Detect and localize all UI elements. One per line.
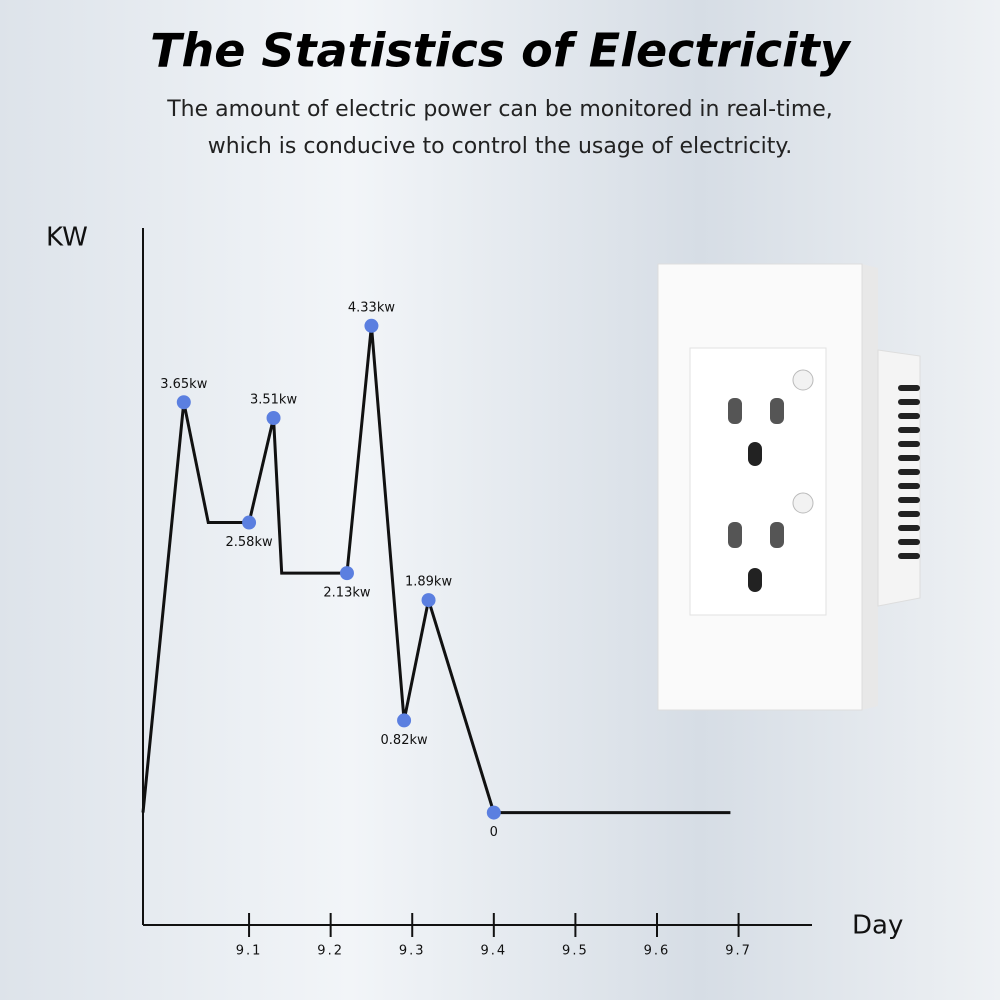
y-axis-label: KW [46,223,88,253]
value-label: 3.51kw [250,392,297,407]
point [486,805,501,820]
value-label: 4.33kw [348,300,395,315]
value-label: 0 [490,825,498,840]
value-label: 1.89kw [405,575,452,590]
x-tick-label: 9.1 [236,944,263,959]
point [339,566,354,581]
point [421,593,436,608]
x-tick-label: 9.4 [480,944,507,959]
title: The Statistics of Electricity [150,24,852,78]
value-label: 2.58kw [226,535,273,550]
point [266,410,281,425]
x-tick-label: 9.3 [399,944,426,959]
socket [657,263,921,711]
value-label: 0.82kw [381,733,428,748]
point [176,395,191,410]
point [364,318,379,333]
point [242,515,257,530]
point [397,713,412,728]
x-tick-label: 9.7 [725,944,752,959]
x-tick-label: 9.5 [562,944,589,959]
x-axis-label: Day [852,911,903,941]
subtitle: The amount of electric power can be moni… [166,97,833,122]
x-tick-label: 9.6 [644,944,671,959]
value-label: 3.65kw [160,377,207,392]
x-tick-label: 9.2 [317,944,344,959]
subtitle: which is conducive to control the usage … [208,134,793,159]
line [141,325,731,815]
value-label: 2.13kw [323,586,370,601]
